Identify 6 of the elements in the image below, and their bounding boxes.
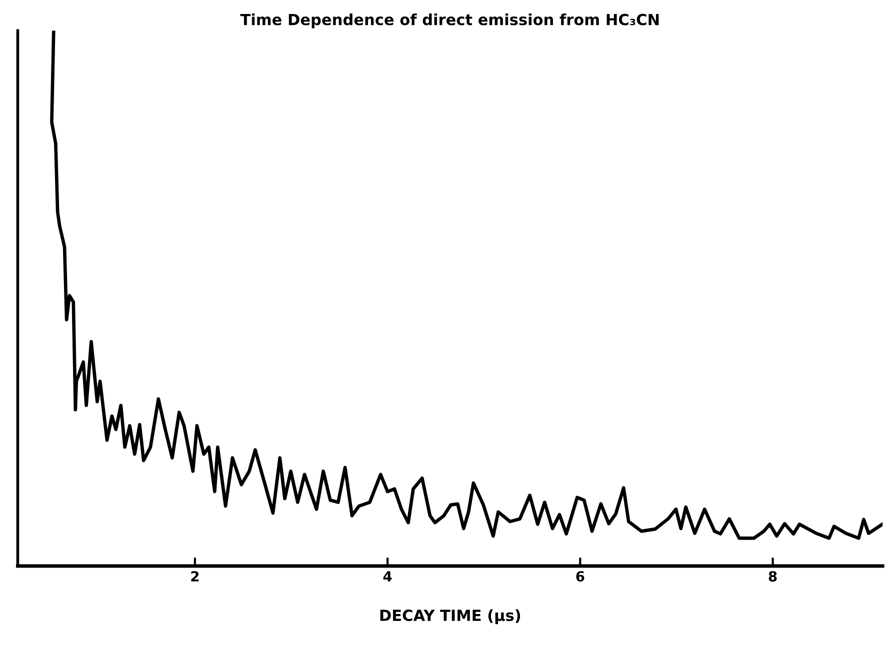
x-tick-label: 6 xyxy=(576,571,584,582)
x-tick-label: 4 xyxy=(383,571,392,582)
x-tick-label: 2 xyxy=(191,571,199,582)
chart-title: Time Dependence of direct emission from HC₃CN xyxy=(240,13,659,28)
x-tick-label: 8 xyxy=(768,571,777,582)
x-axis-title: DECAY TIME (µs) xyxy=(380,609,520,624)
